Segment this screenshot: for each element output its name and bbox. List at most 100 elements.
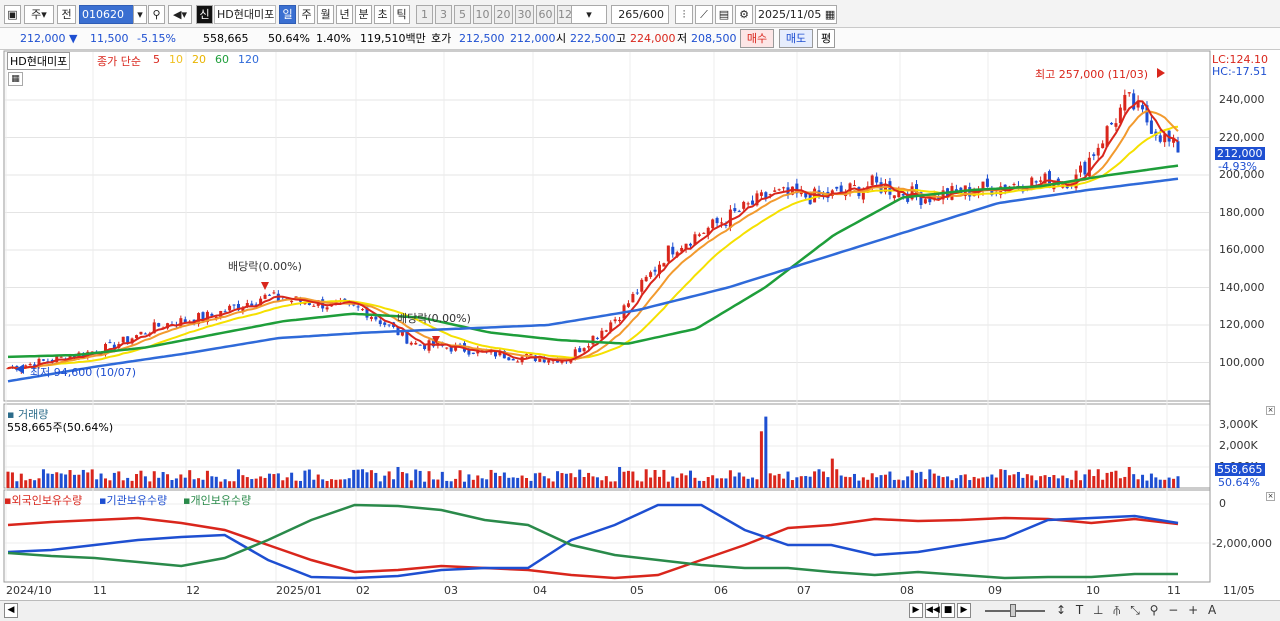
volume-bar bbox=[985, 476, 989, 488]
volume-bar bbox=[467, 474, 471, 488]
volume-bar bbox=[462, 481, 466, 488]
candle-body bbox=[1083, 161, 1087, 175]
tab-interval-60[interactable]: 60 bbox=[536, 5, 555, 24]
grid-icon[interactable]: ▦ bbox=[8, 72, 23, 86]
volume-bar bbox=[626, 470, 630, 488]
stock-name-label: HD현대미포 bbox=[214, 5, 276, 24]
volume-bar bbox=[303, 470, 307, 488]
volume-bar bbox=[600, 480, 604, 488]
candle-body bbox=[861, 189, 865, 200]
stock-code-input[interactable]: 010620 bbox=[79, 5, 134, 24]
tab-period-6[interactable]: 틱 bbox=[393, 5, 410, 24]
prev-button[interactable]: 전 bbox=[57, 5, 76, 24]
tab-period-0[interactable]: 일 bbox=[279, 5, 296, 24]
ma-legend-120: 120 bbox=[238, 53, 259, 66]
volume-bar bbox=[728, 470, 732, 488]
tab-period-4[interactable]: 분 bbox=[355, 5, 372, 24]
tab-period-5[interactable]: 초 bbox=[374, 5, 391, 24]
candle-body bbox=[751, 200, 755, 205]
holding-legend-item: ▪개인보유수량 bbox=[183, 494, 252, 507]
volume-bar bbox=[1034, 480, 1038, 488]
volume-bar bbox=[848, 477, 852, 488]
zoom-slider-handle[interactable] bbox=[1010, 604, 1016, 617]
volume-bar bbox=[161, 472, 165, 488]
volume-bar bbox=[507, 477, 511, 488]
count-dropdown[interactable]: ▾ bbox=[571, 5, 607, 24]
tab-period-3[interactable]: 년 bbox=[336, 5, 353, 24]
ma-legend-20: 20 bbox=[192, 53, 206, 66]
volume-bar bbox=[578, 469, 582, 488]
volume-bar bbox=[1087, 469, 1091, 488]
search-icon[interactable]: ⚲ bbox=[148, 5, 165, 24]
chart-canvas[interactable] bbox=[0, 0, 1280, 600]
rewind-icon[interactable]: ◀◀ bbox=[925, 603, 940, 618]
window-icon[interactable]: ▣ bbox=[4, 5, 21, 24]
volume-bar bbox=[59, 473, 63, 488]
draw-tools-icon[interactable]: ↕ T ⊥ ⫚ ⤡ ⚲ − + A bbox=[1056, 603, 1220, 617]
volume-bar bbox=[117, 471, 121, 488]
turnover-rate: 1.40% bbox=[316, 32, 351, 45]
tab-interval-10[interactable]: 10 bbox=[473, 5, 492, 24]
type-select[interactable]: 주▾ bbox=[24, 5, 54, 24]
price-tick: 220,000 bbox=[1219, 130, 1265, 144]
volume-bar bbox=[1025, 474, 1029, 488]
volume-bar bbox=[290, 472, 294, 488]
chevron-down-icon[interactable]: ▾ bbox=[133, 5, 147, 24]
volume-bar bbox=[126, 477, 130, 488]
candle-body bbox=[1145, 105, 1149, 123]
volume-bar bbox=[1163, 479, 1167, 488]
candle-body bbox=[1110, 122, 1114, 125]
candle-body bbox=[312, 305, 316, 307]
candle-body bbox=[1043, 173, 1047, 184]
close-icon[interactable]: × bbox=[1266, 492, 1275, 501]
speaker-icon[interactable]: ◀▾ bbox=[168, 5, 192, 24]
gear-icon[interactable]: ⚙ bbox=[735, 5, 753, 24]
volume-bar bbox=[502, 472, 506, 488]
count-input[interactable]: 265/600 bbox=[611, 5, 669, 24]
tab-interval-20[interactable]: 20 bbox=[494, 5, 513, 24]
volume-bar bbox=[1008, 475, 1012, 488]
candle-body bbox=[675, 252, 679, 257]
candle-body bbox=[502, 351, 506, 359]
candle-body bbox=[711, 219, 715, 229]
candle-type-icon[interactable]: ⫶ bbox=[675, 5, 693, 24]
tab-interval-1[interactable]: 1 bbox=[416, 5, 433, 24]
stop-icon[interactable]: ■ bbox=[941, 603, 955, 618]
volume-bar bbox=[37, 478, 41, 488]
close-icon[interactable]: × bbox=[1266, 406, 1275, 415]
candle-body bbox=[990, 188, 994, 195]
tab-period-2[interactable]: 월 bbox=[317, 5, 334, 24]
scroll-bar[interactable]: ◀ ▶ ◀◀ ■ ▶ ↕ T ⊥ ⫚ ⤡ ⚲ − + A bbox=[0, 600, 1280, 621]
volume-bar bbox=[932, 473, 936, 488]
date-input[interactable]: 2025/11/05 ▦ bbox=[755, 5, 837, 24]
scroll-right-icon[interactable]: ▶ bbox=[909, 603, 923, 618]
volume-bar bbox=[148, 481, 152, 488]
candle-body bbox=[684, 243, 688, 250]
eval-button[interactable]: 평 bbox=[817, 29, 835, 48]
tab-interval-3[interactable]: 3 bbox=[435, 5, 452, 24]
volume-bar bbox=[427, 471, 431, 488]
save-icon[interactable]: ▤ bbox=[715, 5, 733, 24]
volume-bar bbox=[1074, 470, 1078, 488]
volume-bar bbox=[1176, 476, 1180, 488]
scroll-left-icon[interactable]: ◀ bbox=[4, 603, 18, 618]
tab-interval-30[interactable]: 30 bbox=[515, 5, 534, 24]
candle-body bbox=[263, 294, 267, 299]
candle-body bbox=[631, 293, 635, 303]
sell-button[interactable]: 매도 bbox=[779, 29, 813, 48]
play-icon[interactable]: ▶ bbox=[957, 603, 971, 618]
tab-period-1[interactable]: 주 bbox=[298, 5, 315, 24]
candle-body bbox=[618, 319, 622, 322]
volume-bar bbox=[919, 471, 923, 488]
tab-interval-5[interactable]: 5 bbox=[454, 5, 471, 24]
candle-body bbox=[259, 298, 263, 306]
candle-body bbox=[378, 320, 382, 325]
volume-bar bbox=[569, 473, 573, 488]
buy-button[interactable]: 매수 bbox=[740, 29, 774, 48]
candle-body bbox=[954, 189, 958, 191]
volume-bar bbox=[321, 479, 325, 488]
draw-tool-icon[interactable]: ⟋ bbox=[695, 5, 713, 24]
volume-bar bbox=[405, 473, 409, 488]
volume-bar bbox=[285, 477, 289, 488]
volume-bar bbox=[1105, 472, 1109, 488]
